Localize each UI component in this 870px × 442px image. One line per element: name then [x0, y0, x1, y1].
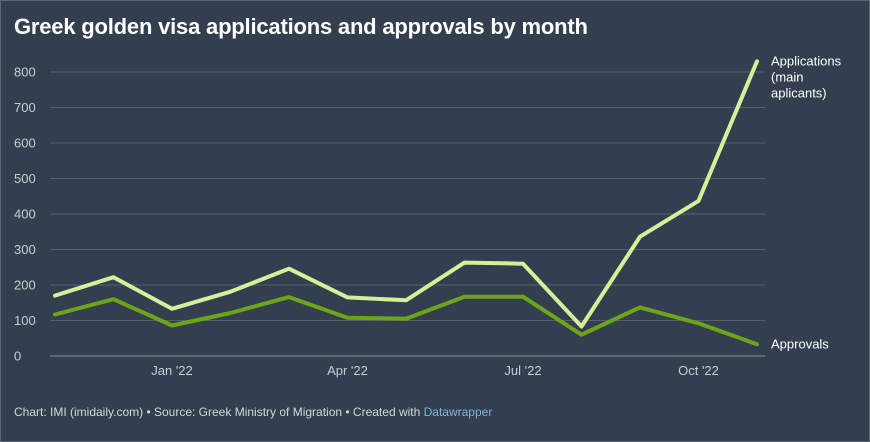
- y-tick-label: 500: [14, 171, 36, 186]
- y-tick-label: 200: [14, 278, 36, 293]
- y-axis-tick-labels: 0 100 200 300 400 500 600 700 800: [14, 65, 36, 364]
- y-tick-label: 800: [14, 65, 36, 80]
- y-tick-label: 600: [14, 136, 36, 151]
- y-tick-label: 700: [14, 100, 36, 115]
- y-tick-label: 0: [14, 349, 21, 364]
- chart-footer: Chart: IMI (imidaily.com) • Source: Gree…: [14, 405, 492, 419]
- y-tick-label: 100: [14, 313, 36, 328]
- applications-label: aplicants): [771, 85, 827, 100]
- x-tick-label: Apr '22: [327, 363, 368, 378]
- applications-label: Applications: [771, 53, 842, 68]
- applications-line: [53, 59, 759, 329]
- x-tick-label: Jan '22: [151, 363, 193, 378]
- x-axis-tick-labels: Jan '22 Apr '22 Jul '22 Oct '22: [151, 363, 719, 378]
- x-tick-label: Oct '22: [678, 363, 719, 378]
- y-tick-label: 400: [14, 207, 36, 222]
- chart-title: Greek golden visa applications and appro…: [14, 14, 588, 39]
- line-chart: 0 100 200 300 400 500 600 700 800 Jan '22 Apr '22…: [14, 53, 842, 378]
- footer-credit-text: Chart: IMI (imidaily.com) • Source: Gree…: [14, 405, 424, 419]
- approvals-line: [53, 294, 759, 347]
- series-lines: [53, 59, 759, 347]
- datawrapper-link[interactable]: Datawrapper: [423, 405, 493, 419]
- grid-lines: [50, 71, 765, 357]
- y-tick-label: 300: [14, 242, 36, 257]
- applications-label: (main: [771, 69, 804, 84]
- approvals-label: Approvals: [771, 336, 829, 351]
- x-tick-label: Jul '22: [504, 363, 541, 378]
